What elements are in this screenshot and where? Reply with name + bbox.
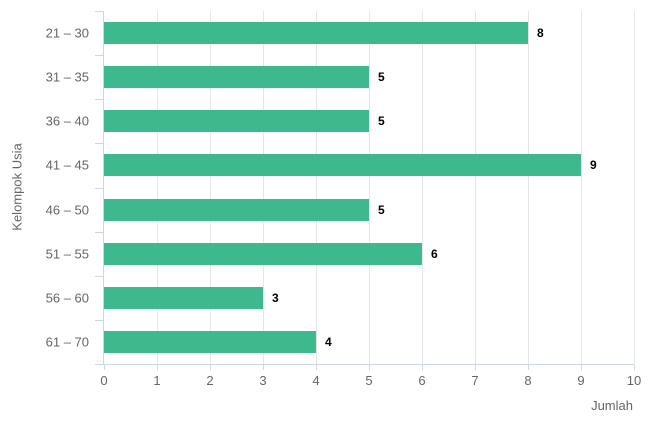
category-label: 46 – 50 bbox=[45, 202, 89, 218]
gridline bbox=[528, 11, 529, 364]
x-axis-tick bbox=[316, 365, 317, 370]
x-axis-tick bbox=[369, 365, 370, 370]
value-label: 5 bbox=[378, 202, 385, 217]
y-axis-tick bbox=[95, 55, 103, 57]
x-axis-tick-label: 5 bbox=[365, 373, 373, 388]
value-label: 5 bbox=[378, 70, 385, 85]
x-axis-tick bbox=[581, 365, 582, 370]
value-label: 3 bbox=[272, 290, 279, 305]
gridline bbox=[634, 11, 635, 364]
bar-56–60[interactable] bbox=[104, 286, 263, 309]
gridline bbox=[316, 11, 317, 364]
table-row: 6 bbox=[104, 232, 634, 276]
y-axis-title: Kelompok Usia bbox=[9, 143, 25, 231]
value-label: 4 bbox=[325, 334, 332, 349]
y-axis-tick bbox=[95, 143, 103, 145]
x-axis-tick bbox=[422, 365, 423, 370]
x-axis-tick-label: 2 bbox=[206, 373, 214, 388]
x-axis-tick-label: 10 bbox=[626, 373, 642, 388]
gridline bbox=[157, 11, 158, 364]
x-axis-tick bbox=[475, 365, 476, 370]
category-label: 41 – 45 bbox=[45, 157, 89, 173]
x-axis-tick-label: 3 bbox=[259, 373, 267, 388]
category-label: 61 – 70 bbox=[45, 334, 89, 350]
gridline bbox=[263, 11, 264, 364]
bar-21–30[interactable] bbox=[104, 22, 528, 45]
plot-area: 0 1 2 3 4 5 6 7 8 9 10 8 21 – 30 5 31 – 35 5 36 – 40 9 41 … bbox=[46, 11, 641, 388]
category-label: 31 – 35 bbox=[45, 69, 89, 85]
table-row: 3 bbox=[104, 276, 634, 320]
x-axis-tick-label: 6 bbox=[418, 373, 426, 388]
x-axis-tick-label: 4 bbox=[312, 373, 320, 388]
gridline bbox=[581, 11, 582, 364]
gridline bbox=[422, 11, 423, 364]
gridline bbox=[210, 11, 211, 364]
table-row: 5 bbox=[104, 99, 634, 143]
category-label: 56 – 60 bbox=[45, 290, 89, 306]
y-axis-tick bbox=[95, 187, 103, 189]
bar-31–35[interactable] bbox=[104, 66, 369, 89]
category-label: 36 – 40 bbox=[45, 113, 89, 129]
bar-46–50[interactable] bbox=[104, 198, 369, 221]
y-axis-tick bbox=[95, 231, 103, 233]
value-label: 8 bbox=[537, 26, 544, 41]
bar-41–45[interactable] bbox=[104, 154, 581, 177]
x-axis-tick-label: 0 bbox=[100, 373, 108, 388]
bar-61–70[interactable] bbox=[104, 330, 316, 353]
value-label: 5 bbox=[378, 114, 385, 129]
x-axis-tick-label: 7 bbox=[471, 373, 479, 388]
table-row: 9 bbox=[104, 143, 634, 187]
gridline bbox=[475, 11, 476, 364]
table-row: 4 bbox=[104, 320, 634, 364]
value-label: 9 bbox=[590, 158, 597, 173]
bar-36–40[interactable] bbox=[104, 110, 369, 133]
y-axis-tick bbox=[95, 275, 103, 277]
y-axis-tick bbox=[95, 11, 103, 12]
x-axis-tick bbox=[634, 365, 635, 370]
gridline bbox=[369, 11, 370, 364]
x-axis-tick-label: 9 bbox=[577, 373, 585, 388]
x-axis-tick bbox=[528, 365, 529, 370]
category-label: 51 – 55 bbox=[45, 246, 89, 262]
table-row: 8 bbox=[104, 11, 634, 55]
y-axis-tick bbox=[95, 364, 103, 365]
table-row: 5 bbox=[104, 188, 634, 232]
x-axis-tick bbox=[263, 365, 264, 370]
y-axis-tick bbox=[95, 99, 103, 101]
x-axis-tick bbox=[157, 365, 158, 370]
bar-51–55[interactable] bbox=[104, 242, 422, 265]
value-label: 6 bbox=[431, 246, 438, 261]
table-row: 5 bbox=[104, 55, 634, 99]
y-axis-tick bbox=[95, 319, 103, 321]
x-axis-tick-label: 1 bbox=[153, 373, 161, 388]
category-label: 21 – 30 bbox=[45, 25, 89, 41]
x-axis-title: Jumlah bbox=[591, 398, 633, 413]
x-axis-tick bbox=[104, 365, 105, 370]
x-axis-tick bbox=[210, 365, 211, 370]
x-axis-tick-label: 8 bbox=[524, 373, 532, 388]
